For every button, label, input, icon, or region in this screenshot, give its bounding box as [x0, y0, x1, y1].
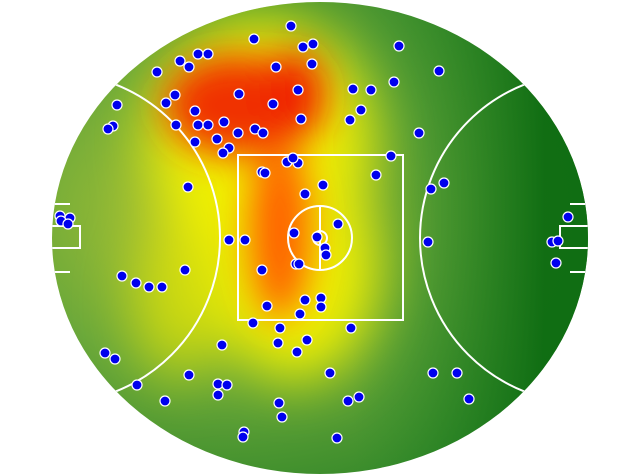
point — [192, 119, 204, 131]
point — [221, 379, 233, 391]
point — [413, 127, 425, 139]
point — [261, 300, 273, 312]
point — [202, 119, 214, 131]
point — [550, 257, 562, 269]
point — [294, 308, 306, 320]
point — [183, 61, 195, 73]
point — [267, 98, 279, 110]
point — [385, 150, 397, 162]
point — [232, 127, 244, 139]
point — [311, 231, 323, 243]
point — [239, 234, 251, 246]
point — [370, 169, 382, 181]
point — [317, 179, 329, 191]
point — [433, 65, 445, 77]
point — [212, 389, 224, 401]
point — [451, 367, 463, 379]
point — [306, 58, 318, 70]
point — [324, 367, 336, 379]
point — [347, 83, 359, 95]
point — [211, 133, 223, 145]
point — [159, 395, 171, 407]
point — [216, 339, 228, 351]
point — [257, 127, 269, 139]
point — [156, 281, 168, 293]
point — [365, 84, 377, 96]
point — [355, 104, 367, 116]
point — [248, 33, 260, 45]
point — [272, 337, 284, 349]
point — [552, 235, 564, 247]
point — [189, 105, 201, 117]
point — [189, 136, 201, 148]
point — [388, 76, 400, 88]
point — [273, 397, 285, 409]
point — [270, 61, 282, 73]
point — [179, 264, 191, 276]
point — [438, 177, 450, 189]
points — [54, 20, 574, 444]
point — [131, 379, 143, 391]
point — [143, 281, 155, 293]
point — [295, 113, 307, 125]
point — [291, 346, 303, 358]
point — [99, 347, 111, 359]
point — [292, 84, 304, 96]
point — [463, 393, 475, 405]
point — [130, 277, 142, 289]
point — [297, 41, 309, 53]
point — [256, 264, 268, 276]
point — [288, 227, 300, 239]
point — [218, 116, 230, 128]
point — [331, 432, 343, 444]
point — [170, 119, 182, 131]
point — [274, 322, 286, 334]
point — [315, 301, 327, 313]
point — [299, 188, 311, 200]
point — [393, 40, 405, 52]
point — [233, 88, 245, 100]
point — [151, 66, 163, 78]
point — [276, 411, 288, 423]
point — [174, 55, 186, 67]
point — [293, 258, 305, 270]
point — [116, 270, 128, 282]
point — [422, 236, 434, 248]
point — [102, 123, 114, 135]
point — [247, 317, 259, 329]
point — [307, 38, 319, 50]
point — [109, 353, 121, 365]
point — [111, 99, 123, 111]
point — [285, 20, 297, 32]
point — [169, 89, 181, 101]
point — [182, 181, 194, 193]
point — [427, 367, 439, 379]
point — [353, 391, 365, 403]
point — [299, 294, 311, 306]
point — [562, 211, 574, 223]
point — [332, 218, 344, 230]
point — [259, 167, 271, 179]
point — [183, 369, 195, 381]
point — [237, 431, 249, 443]
point — [425, 183, 437, 195]
point — [217, 147, 229, 159]
point — [160, 97, 172, 109]
point — [342, 395, 354, 407]
point — [192, 48, 204, 60]
point — [301, 334, 313, 346]
point — [320, 249, 332, 261]
point — [345, 322, 357, 334]
point — [223, 234, 235, 246]
point — [344, 114, 356, 126]
point — [202, 48, 214, 60]
point — [287, 152, 299, 164]
point — [62, 218, 74, 230]
